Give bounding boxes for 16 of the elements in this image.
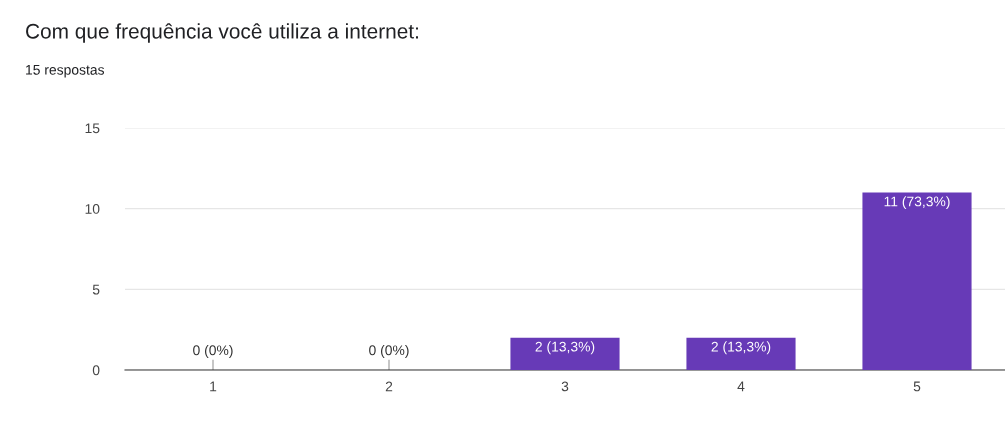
y-tick-label: 0 <box>92 365 100 376</box>
data-label: 2 (13,3%) <box>535 341 595 355</box>
x-tick-label: 4 <box>737 381 745 392</box>
x-tick-label: 3 <box>561 381 569 392</box>
chart-subtitle: 15 respostas <box>26 65 105 78</box>
data-label: 0 (0%) <box>369 344 409 358</box>
data-label: 2 (13,3%) <box>711 341 771 355</box>
data-label: 0 (0%) <box>193 344 233 358</box>
y-tick-label: 10 <box>85 204 100 214</box>
x-tick-label: 5 <box>913 381 921 392</box>
y-tick-label: 15 <box>85 123 100 134</box>
x-tick-label: 1 <box>210 381 217 392</box>
chart-title: Com que frequência você utiliza a internet: <box>26 23 418 43</box>
x-tick-label: 2 <box>385 381 393 392</box>
y-tick-label: 5 <box>92 284 100 295</box>
data-label: 11 (73,3%) <box>884 196 950 210</box>
